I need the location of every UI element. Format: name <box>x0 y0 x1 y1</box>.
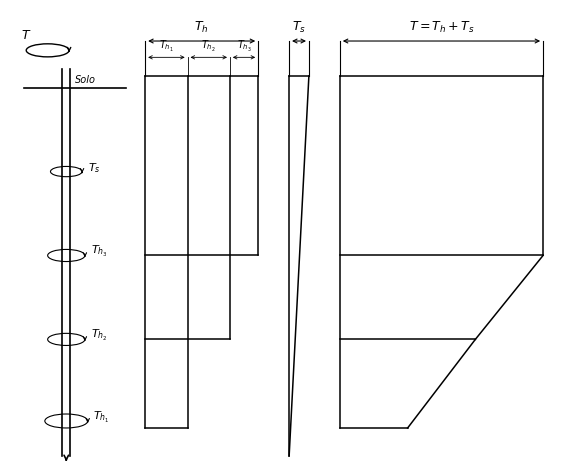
Text: $T_h$: $T_h$ <box>194 20 209 36</box>
Text: $T_{h_2}$: $T_{h_2}$ <box>201 38 216 53</box>
Text: $T_{h_1}$: $T_{h_1}$ <box>94 410 110 425</box>
Text: Solo: Solo <box>75 76 96 85</box>
Text: $T_{h_3}$: $T_{h_3}$ <box>236 38 251 53</box>
Text: $T_{h_1}$: $T_{h_1}$ <box>159 38 174 53</box>
Text: $T_s$: $T_s$ <box>88 161 100 175</box>
Text: $T_s$: $T_s$ <box>292 20 306 36</box>
Text: $T_{h_3}$: $T_{h_3}$ <box>91 244 107 259</box>
Text: $T = T_h + T_s$: $T = T_h + T_s$ <box>409 20 475 36</box>
Text: $T_{h_2}$: $T_{h_2}$ <box>91 328 107 343</box>
Text: T: T <box>22 29 29 42</box>
